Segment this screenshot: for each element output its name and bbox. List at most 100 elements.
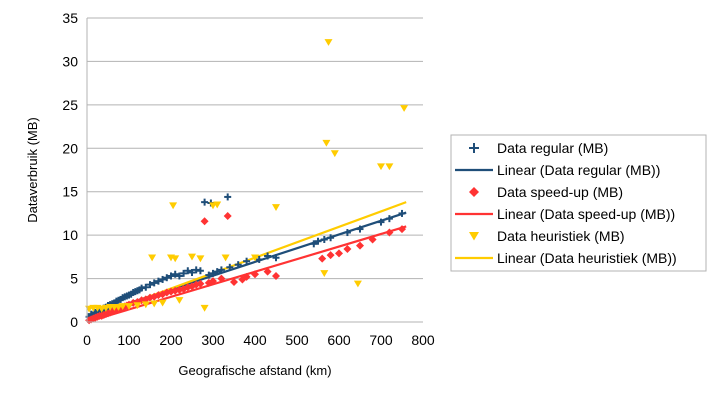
y-tick-label: 0 [70, 314, 78, 330]
data-point [217, 266, 225, 274]
y-tick-label: 35 [62, 10, 78, 26]
data-point [158, 299, 167, 307]
gridlines [87, 17, 423, 280]
data-point [326, 251, 335, 260]
data-point [163, 274, 171, 282]
data-point [272, 254, 280, 262]
data-point [343, 245, 352, 254]
data-point [310, 240, 318, 248]
legend-item: Linear (Data heuristiek (MB)) [455, 250, 677, 266]
x-tick-label: 0 [83, 332, 91, 348]
data-point [335, 249, 343, 258]
data-point [251, 254, 259, 262]
data-point [209, 269, 217, 277]
data-point [330, 150, 339, 158]
data-point [196, 255, 205, 263]
data-point [318, 254, 327, 263]
data-point [314, 237, 322, 245]
data-point [188, 268, 196, 276]
x-tick-label: 400 [243, 332, 267, 348]
data-point [320, 270, 329, 277]
data-point [184, 267, 192, 275]
data-point [353, 280, 362, 288]
data-point [209, 277, 217, 286]
data-point [159, 275, 167, 283]
data-point [377, 218, 385, 226]
data-point [171, 270, 179, 278]
series-2-points [85, 212, 406, 325]
data-point [356, 241, 364, 250]
data-point [180, 269, 188, 277]
data-point [400, 105, 409, 112]
x-tick-label: 800 [411, 332, 435, 348]
y-tick-label: 30 [62, 53, 78, 69]
data-point [377, 163, 385, 171]
data-point [169, 202, 178, 210]
legend-label: Data speed-up (MB) [497, 184, 623, 200]
data-point [272, 204, 280, 211]
x-tick-label: 500 [285, 332, 309, 348]
data-point [343, 229, 351, 237]
legend: Data regular (MB) Linear (Data regular (M… [450, 134, 707, 272]
data-point [148, 254, 157, 262]
legend-item: Data regular (MB) [469, 140, 608, 156]
x-tick-labels: 0 100 200 300 400 500 600 700 800 [83, 332, 435, 348]
axes [86, 18, 423, 323]
data-point [133, 302, 142, 310]
x-tick-label: 300 [201, 332, 225, 348]
data-point [200, 304, 209, 312]
legend-box [450, 134, 707, 272]
data-point [385, 228, 394, 237]
data-point [263, 267, 272, 276]
y-tick-label: 10 [62, 227, 78, 243]
data-point [154, 277, 162, 285]
data-point [150, 300, 159, 308]
data-point [175, 297, 184, 304]
legend-marker-swatch [469, 143, 479, 153]
data-point [398, 209, 406, 217]
data-point [223, 212, 232, 221]
data-point [213, 268, 221, 276]
data-point [327, 234, 335, 242]
legend-label: Linear (Data heuristiek (MB)) [497, 250, 677, 266]
legend-label: Linear (Data regular (MB)) [497, 162, 660, 178]
data-point [251, 270, 259, 279]
y-tick-labels: 0 5 10 15 20 25 30 35 [62, 10, 78, 330]
legend-item: Data speed-up (MB) [469, 184, 623, 200]
data-point [200, 217, 209, 226]
data-point [196, 267, 204, 275]
data-point [196, 279, 205, 288]
data-point [320, 235, 328, 243]
legend-marker-swatch [469, 187, 479, 197]
data-point [243, 257, 251, 265]
data-point [171, 255, 180, 263]
data-point [385, 215, 393, 223]
data-point [226, 263, 234, 271]
series-1-points [85, 193, 406, 321]
legend-item: Linear (Data speed-up (MB)) [455, 206, 675, 222]
data-point [272, 271, 280, 280]
data-point [150, 279, 158, 287]
data-points [85, 39, 409, 325]
y-tick-label: 5 [70, 271, 78, 287]
data-point [118, 303, 127, 310]
legend-label: Data heuristiek (MB) [497, 228, 625, 244]
legend-item: Data heuristiek (MB) [469, 228, 625, 244]
y-axis-title: Dataverbruik (MB) [25, 117, 40, 222]
x-axis-title: Geografische afstand (km) [178, 363, 331, 378]
data-point [188, 253, 196, 261]
data-point [146, 281, 154, 289]
legend-marker-swatch [469, 232, 479, 241]
data-point [224, 193, 232, 201]
data-point [142, 283, 150, 291]
data-point [230, 278, 238, 287]
legend-item: Linear (Data regular (MB)) [455, 162, 660, 178]
data-point [221, 254, 230, 262]
data-point [175, 272, 183, 280]
data-point [205, 271, 213, 279]
data-point [368, 235, 377, 244]
x-tick-label: 600 [327, 332, 351, 348]
data-point [255, 255, 263, 263]
legend-label: Linear (Data speed-up (MB)) [497, 206, 675, 222]
